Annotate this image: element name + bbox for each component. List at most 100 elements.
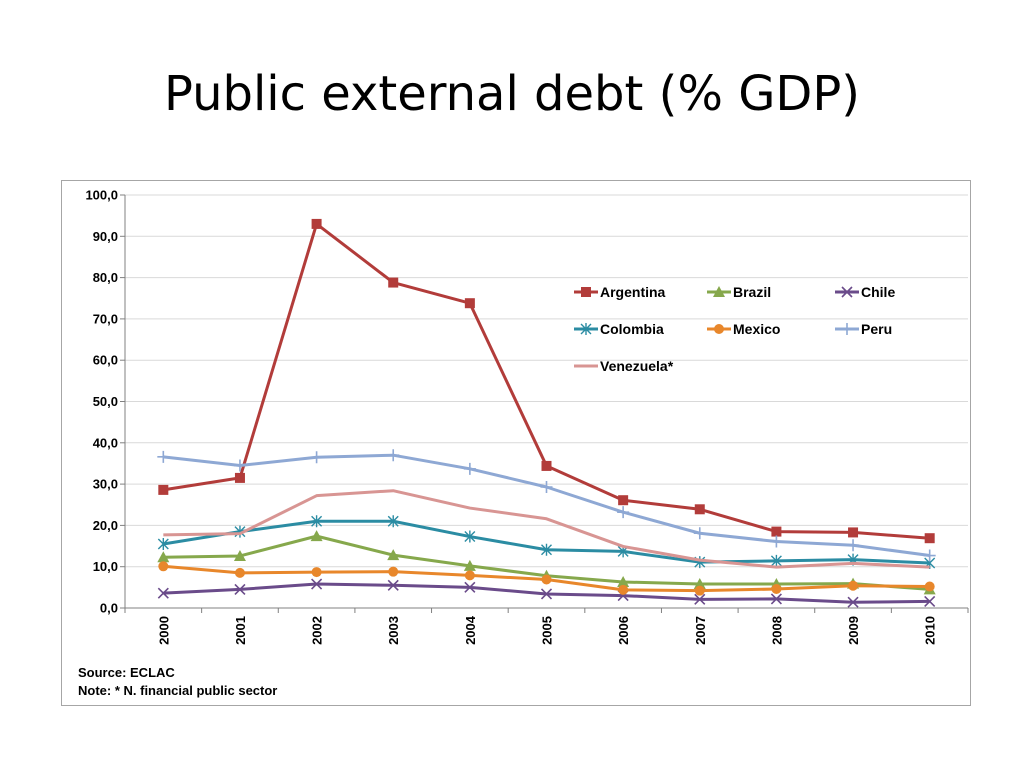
data-point-colombia (387, 515, 399, 528)
data-point-chile (770, 593, 782, 605)
y-tick-label: 20,0 (93, 518, 118, 533)
data-point-peru (157, 450, 170, 463)
data-point-colombia (464, 530, 476, 543)
data-point-peru (233, 459, 246, 472)
legend-item-chile: Chile (835, 284, 895, 300)
data-point-argentina (464, 298, 475, 309)
y-tick-label: 60,0 (93, 353, 118, 368)
y-tick-label: 30,0 (93, 477, 118, 492)
x-tick-label: 2007 (693, 616, 708, 645)
legend-marker (580, 323, 592, 335)
data-point-colombia (770, 554, 782, 567)
series-mexico (158, 561, 935, 596)
x-tick-label: 2003 (386, 616, 401, 645)
series-argentina (158, 218, 935, 544)
x-tick-label: 2010 (923, 616, 938, 645)
data-point-colombia (157, 537, 169, 550)
x-tick-label: 2002 (310, 616, 325, 645)
data-point-mexico (158, 561, 169, 572)
data-point-peru (770, 535, 783, 548)
legend-label: Venezuela* (600, 358, 674, 374)
legend-label: Mexico (733, 321, 780, 337)
source-note: Source: ECLAC (78, 665, 175, 680)
data-point-colombia (311, 515, 323, 528)
data-point-chile (234, 583, 246, 595)
legend-marker (841, 323, 853, 335)
data-point-mexico (924, 581, 935, 592)
y-tick-label: 40,0 (93, 435, 118, 450)
legend-item-brazil: Brazil (707, 284, 771, 300)
data-point-mexico (311, 567, 322, 578)
x-tick-label: 2000 (156, 616, 171, 645)
data-point-mexico (234, 567, 245, 578)
data-point-peru (617, 506, 630, 519)
y-tick-label: 80,0 (93, 270, 118, 285)
data-point-mexico (618, 584, 629, 595)
data-point-argentina (618, 495, 629, 506)
data-point-argentina (234, 472, 245, 483)
legend-label: Chile (861, 284, 895, 300)
legend-marker (581, 287, 591, 297)
data-point-brazil (310, 530, 323, 542)
data-point-chile (311, 578, 323, 590)
data-point-chile (387, 579, 399, 591)
data-point-chile (847, 596, 859, 608)
data-point-brazil (693, 578, 706, 590)
legend-item-mexico: Mexico (707, 321, 780, 337)
data-point-colombia (541, 543, 552, 556)
data-point-argentina (924, 533, 935, 544)
data-point-peru (310, 451, 323, 464)
y-tick-label: 70,0 (93, 311, 118, 326)
data-point-argentina (158, 484, 169, 495)
data-point-brazil (233, 549, 246, 561)
x-tick-label: 2008 (769, 616, 784, 645)
footnote: Note: * N. financial public sector (78, 683, 278, 698)
data-point-argentina (311, 218, 322, 229)
data-point-peru (923, 549, 936, 562)
legend-item-peru: Peru (835, 321, 892, 337)
data-point-argentina (541, 460, 552, 471)
data-point-argentina (694, 504, 705, 515)
slide-title: Public external debt (% GDP) (163, 66, 861, 122)
legend-marker (841, 286, 853, 298)
chart-notes: Source: ECLAC Note: * N. financial publi… (78, 664, 277, 700)
series-line-venezuela (163, 489, 930, 569)
x-tick-label: 2009 (846, 616, 861, 645)
data-point-chile (464, 581, 476, 593)
legend-label: Peru (861, 321, 892, 337)
data-point-chile (157, 587, 169, 599)
series-brazil (157, 530, 936, 595)
data-point-peru (463, 462, 476, 475)
data-point-peru (540, 480, 553, 493)
y-tick-label: 10,0 (93, 559, 118, 574)
x-tick-label: 2001 (233, 616, 248, 645)
series-peru (157, 449, 936, 562)
data-point-peru (847, 539, 860, 552)
data-point-brazil (463, 559, 476, 571)
y-tick-label: 100,0 (85, 188, 118, 203)
chart-frame: 0,0 10,0 20,0 30,0 40,0 50,0 60,0 70,0 80,0 90,0 1… (61, 180, 971, 706)
legend-marker (713, 286, 725, 297)
x-tick-label: 2004 (463, 615, 478, 645)
data-point-mexico (848, 580, 859, 591)
data-point-mexico (694, 585, 705, 596)
data-point-chile (924, 595, 936, 607)
legend-label: Brazil (733, 284, 771, 300)
data-point-brazil (387, 549, 400, 561)
legend-label: Argentina (600, 284, 666, 300)
legend-label: Colombia (600, 321, 664, 337)
data-point-chile (694, 593, 706, 605)
data-point-peru (693, 527, 706, 540)
legend-marker (714, 324, 724, 334)
legend-item-venezuela: Venezuela* (574, 358, 674, 374)
data-point-argentina (388, 277, 399, 288)
data-point-chile (540, 588, 553, 600)
series-venezuela (163, 489, 930, 569)
data-point-mexico (464, 570, 475, 581)
y-tick-label: 0,0 (100, 601, 118, 616)
data-point-mexico (388, 566, 399, 577)
legend-item-colombia: Colombia (574, 321, 664, 337)
legend-item-argentina: Argentina (574, 284, 666, 300)
y-tick-label: 90,0 (93, 229, 118, 244)
line-chart: 0,0 10,0 20,0 30,0 40,0 50,0 60,0 70,0 80,0 90,0 1… (85, 188, 969, 645)
